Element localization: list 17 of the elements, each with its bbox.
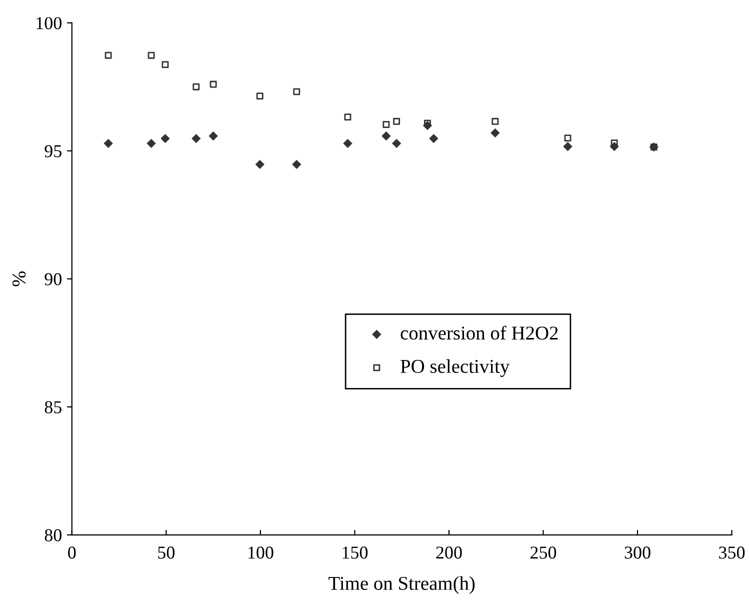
x-tick-label: 350 bbox=[719, 546, 745, 559]
x-tick-label: 100 bbox=[248, 546, 274, 559]
x-tick-label: 150 bbox=[342, 546, 368, 559]
legend-label: PO selectivity bbox=[400, 359, 510, 377]
y-tick-label: 95 bbox=[44, 145, 62, 158]
y-tick-label: 100 bbox=[36, 17, 62, 30]
y-axis-title: % bbox=[12, 271, 26, 286]
x-tick-label: 300 bbox=[624, 546, 650, 559]
x-axis-title: Time on Stream(h) bbox=[328, 576, 475, 594]
x-tick-label: 250 bbox=[530, 546, 556, 559]
legend-label: conversion of H2O2 bbox=[400, 326, 558, 340]
y-tick-label: 90 bbox=[44, 273, 62, 286]
y-tick-label: 85 bbox=[44, 401, 62, 414]
x-tick-label: 200 bbox=[436, 546, 462, 559]
y-tick-label: 80 bbox=[44, 529, 62, 542]
x-tick-label: 0 bbox=[68, 546, 76, 559]
x-tick-label: 50 bbox=[158, 546, 175, 559]
